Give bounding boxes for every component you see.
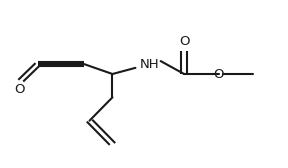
- Text: NH: NH: [140, 57, 160, 71]
- Text: O: O: [179, 35, 190, 48]
- Text: O: O: [14, 83, 24, 96]
- Text: O: O: [213, 68, 224, 80]
